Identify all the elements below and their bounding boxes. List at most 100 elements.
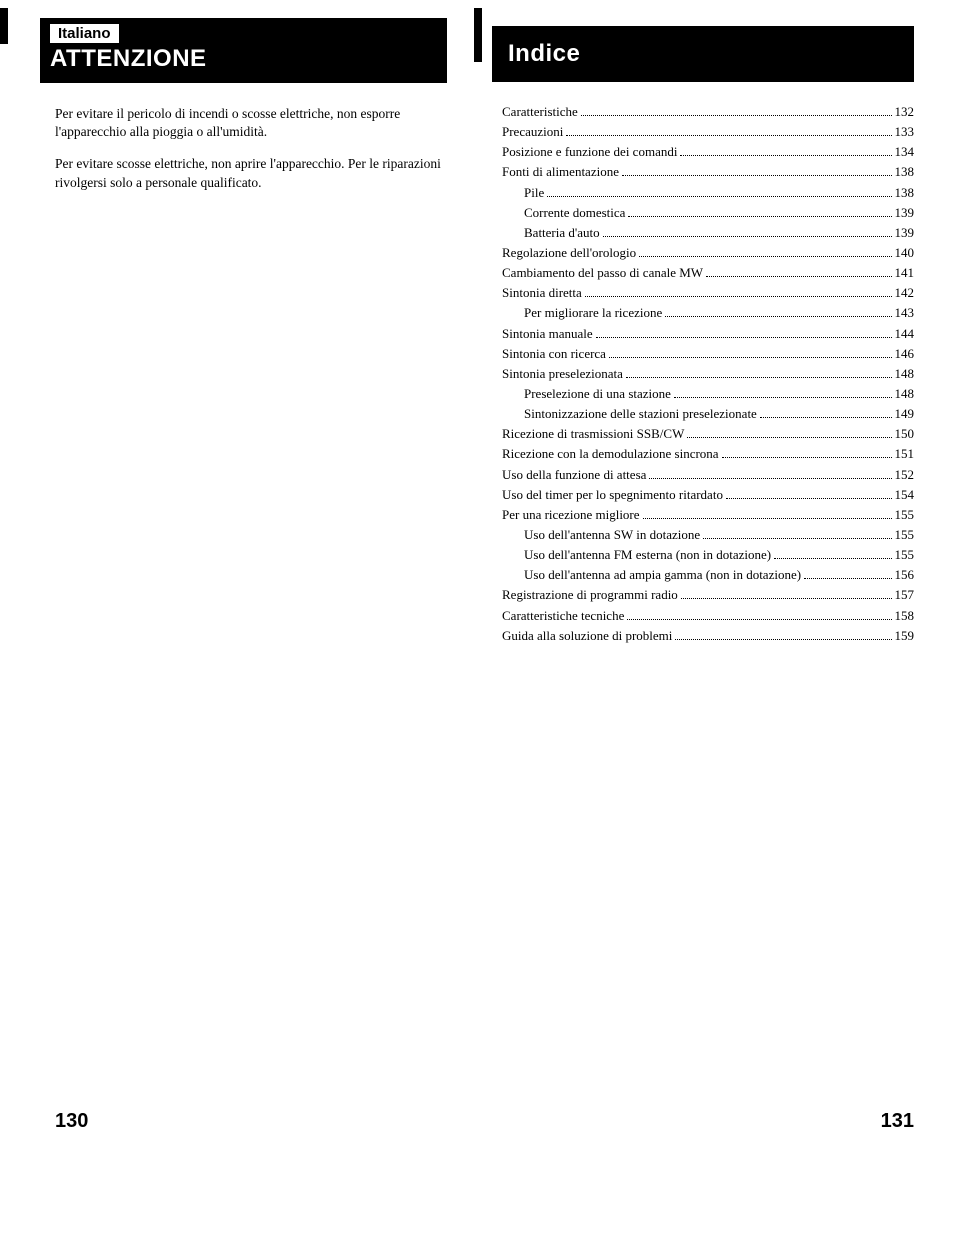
- toc-row: Cambiamento del passo di canale MW 141: [502, 263, 914, 283]
- toc-leader-dots: [627, 619, 891, 620]
- toc-page-number: 141: [895, 263, 915, 283]
- toc-label: Uso dell'antenna ad ampia gamma (non in …: [524, 565, 801, 585]
- toc-label: Caratteristiche: [502, 102, 578, 122]
- toc-page-number: 143: [895, 303, 915, 323]
- toc-label: Per migliorare la ricezione: [524, 303, 662, 323]
- toc-page-number: 155: [895, 545, 915, 565]
- toc-label: Precauzioni: [502, 122, 563, 142]
- toc-leader-dots: [722, 457, 892, 458]
- toc-leader-dots: [706, 276, 891, 277]
- language-label: Italiano: [50, 24, 119, 43]
- page-number-right: 131: [881, 1110, 914, 1133]
- toc-row: Caratteristiche 132: [502, 102, 914, 122]
- table-of-contents: Caratteristiche132Precauzioni133Posizion…: [502, 102, 914, 646]
- warning-paragraph-1: Per evitare il pericolo di incendi o sco…: [55, 105, 447, 141]
- toc-label: Uso del timer per lo spegnimento ritarda…: [502, 485, 723, 505]
- toc-page-number: 140: [895, 243, 915, 263]
- toc-page-number: 159: [895, 626, 915, 646]
- toc-page-number: 151: [895, 444, 915, 464]
- page-spread: Italiano ATTENZIONE Per evitare il peric…: [0, 0, 954, 1233]
- toc-label: Preselezione di una stazione: [524, 384, 671, 404]
- toc-row: Batteria d'auto 139: [502, 223, 914, 243]
- toc-leader-dots: [596, 337, 892, 338]
- toc-page-number: 152: [895, 465, 915, 485]
- toc-leader-dots: [680, 155, 891, 156]
- toc-leader-dots: [639, 256, 891, 257]
- toc-leader-dots: [681, 598, 892, 599]
- toc-page-number: 158: [895, 606, 915, 626]
- toc-leader-dots: [585, 296, 892, 297]
- toc-row: Regolazione dell'orologio 140: [502, 243, 914, 263]
- toc-row: Preselezione di una stazione 148: [502, 384, 914, 404]
- toc-label: Ricezione di trasmissioni SSB/CW: [502, 424, 684, 444]
- page-number-left: 130: [55, 1110, 88, 1133]
- toc-label: Uso dell'antenna SW in dotazione: [524, 525, 700, 545]
- toc-label: Per una ricezione migliore: [502, 505, 640, 525]
- toc-page-number: 138: [895, 183, 915, 203]
- toc-row: Per migliorare la ricezione 143: [502, 303, 914, 323]
- header-block-right: Indice: [492, 26, 914, 82]
- toc-leader-dots: [566, 135, 891, 136]
- spine-mark-left: [0, 8, 8, 44]
- toc-row: Precauzioni 133: [502, 122, 914, 142]
- toc-page-number: 139: [895, 203, 915, 223]
- toc-page-number: 156: [895, 565, 915, 585]
- warning-paragraph-2: Per evitare scosse elettriche, non aprir…: [55, 155, 447, 191]
- toc-row: Sintonia preselezionata148: [502, 364, 914, 384]
- toc-row: Uso della funzione di attesa 152: [502, 465, 914, 485]
- toc-leader-dots: [547, 196, 891, 197]
- toc-label: Uso dell'antenna FM esterna (non in dota…: [524, 545, 771, 565]
- toc-label: Sintonizzazione delle stazioni preselezi…: [524, 404, 757, 424]
- toc-leader-dots: [626, 377, 892, 378]
- toc-label: Sintonia con ricerca: [502, 344, 606, 364]
- header-block-left: Italiano ATTENZIONE: [40, 18, 447, 83]
- toc-page-number: 139: [895, 223, 915, 243]
- toc-page-number: 146: [895, 344, 915, 364]
- left-page: Italiano ATTENZIONE Per evitare il peric…: [0, 0, 477, 1233]
- toc-row: Uso dell'antenna SW in dotazione155: [502, 525, 914, 545]
- toc-row: Per una ricezione migliore 155: [502, 505, 914, 525]
- toc-label: Cambiamento del passo di canale MW: [502, 263, 703, 283]
- toc-row: Ricezione con la demodulazione sincrona1…: [502, 444, 914, 464]
- toc-row: Registrazione di programmi radio 157: [502, 585, 914, 605]
- toc-row: Sintonia diretta142: [502, 283, 914, 303]
- toc-page-number: 133: [895, 122, 915, 142]
- toc-page-number: 155: [895, 505, 915, 525]
- right-page: Indice Caratteristiche132Precauzioni133P…: [477, 0, 954, 1233]
- toc-leader-dots: [622, 175, 892, 176]
- toc-leader-dots: [687, 437, 891, 438]
- toc-page-number: 154: [895, 485, 915, 505]
- toc-page-number: 134: [895, 142, 915, 162]
- toc-row: Guida alla soluzione di problemi159: [502, 626, 914, 646]
- toc-leader-dots: [726, 498, 892, 499]
- toc-label: Regolazione dell'orologio: [502, 243, 636, 263]
- toc-row: Caratteristiche tecniche158: [502, 606, 914, 626]
- toc-label: Sintonia preselezionata: [502, 364, 623, 384]
- toc-page-number: 157: [895, 585, 915, 605]
- toc-label: Pile: [524, 183, 544, 203]
- toc-row: Sintonizzazione delle stazioni preselezi…: [502, 404, 914, 424]
- toc-row: Uso dell'antenna ad ampia gamma (non in …: [502, 565, 914, 585]
- header-title-right: Indice: [508, 40, 904, 68]
- toc-leader-dots: [674, 397, 892, 398]
- toc-row: Fonti di alimentazione 138: [502, 162, 914, 182]
- toc-leader-dots: [628, 216, 891, 217]
- toc-label: Registrazione di programmi radio: [502, 585, 678, 605]
- toc-label: Corrente domestica: [524, 203, 625, 223]
- toc-label: Fonti di alimentazione: [502, 162, 619, 182]
- toc-leader-dots: [665, 316, 891, 317]
- toc-row: Sintonia manuale144: [502, 324, 914, 344]
- toc-leader-dots: [649, 478, 891, 479]
- toc-page-number: 149: [895, 404, 915, 424]
- toc-row: Corrente domestica 139: [502, 203, 914, 223]
- toc-page-number: 138: [895, 162, 915, 182]
- toc-leader-dots: [603, 236, 892, 237]
- toc-leader-dots: [774, 558, 891, 559]
- toc-page-number: 150: [895, 424, 915, 444]
- toc-page-number: 132: [895, 102, 915, 122]
- toc-label: Batteria d'auto: [524, 223, 600, 243]
- toc-page-number: 148: [895, 384, 915, 404]
- toc-label: Uso della funzione di attesa: [502, 465, 646, 485]
- toc-leader-dots: [760, 417, 892, 418]
- toc-leader-dots: [675, 639, 891, 640]
